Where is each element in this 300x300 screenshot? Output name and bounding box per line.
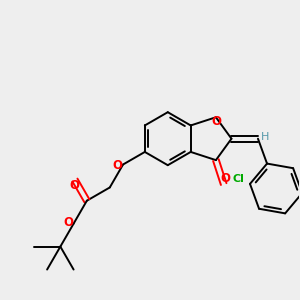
Text: O: O	[63, 215, 74, 229]
Text: O: O	[69, 179, 79, 192]
Text: O: O	[220, 172, 230, 185]
Text: O: O	[211, 115, 221, 128]
Text: Cl: Cl	[233, 174, 245, 184]
Text: O: O	[113, 159, 123, 172]
Text: H: H	[261, 132, 269, 142]
